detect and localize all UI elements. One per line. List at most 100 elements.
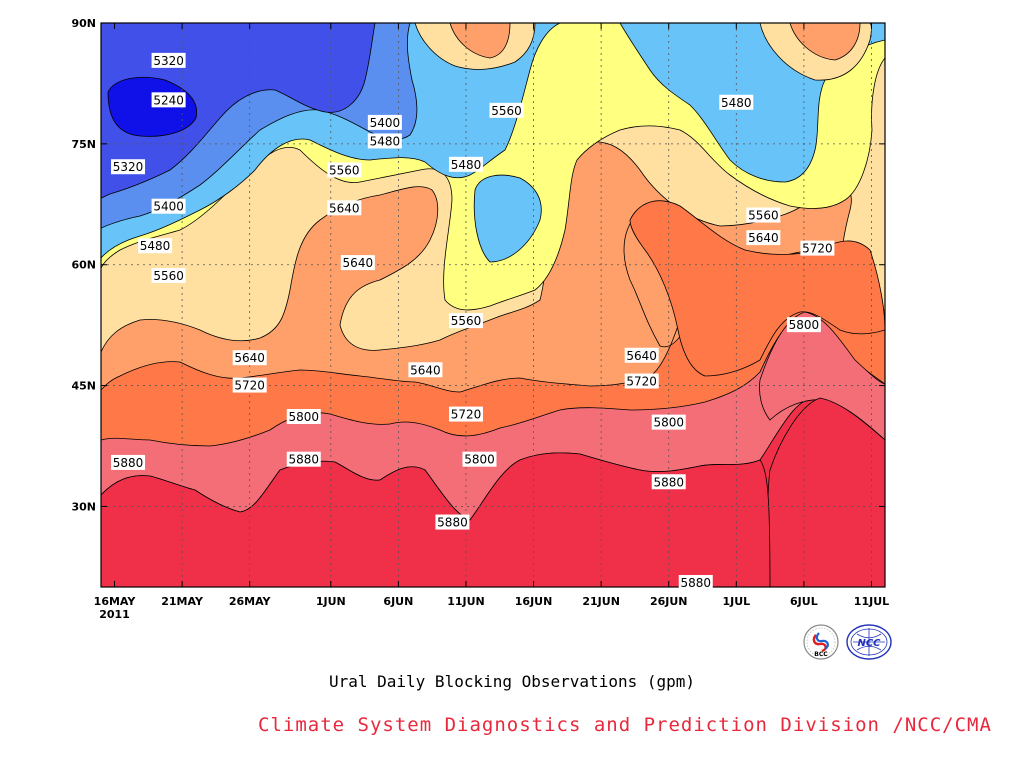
contour-label-5640: 5640: [746, 230, 781, 246]
contour-label-text: 5560: [748, 209, 779, 223]
x-tick-label: 26JUN: [650, 595, 688, 608]
contour-label-text: 5880: [680, 576, 711, 590]
contour-label-5720: 5720: [448, 406, 483, 422]
contour-label-text: 5400: [370, 116, 401, 130]
fill-band-5400-5480-island: [473, 174, 542, 263]
contour-label-5720: 5720: [232, 377, 267, 393]
x-tick-label: 1JUL: [722, 595, 750, 608]
contour-label-box: [678, 574, 713, 590]
contour-label-5560: 5560: [489, 102, 524, 118]
contour-labels: 5320 5240 5320 5400 5480 5560 5640 5720 5800 5880…: [111, 52, 835, 590]
contour-label-text: 5240: [153, 93, 184, 107]
contour-label-text: 5560: [491, 104, 522, 118]
contour-label-box: [367, 133, 402, 149]
contour-label-5640: 5640: [232, 350, 267, 366]
contour-label-text: 5880: [113, 456, 144, 470]
y-tick-label: 90N: [71, 17, 96, 30]
contour-label-box: [327, 200, 362, 216]
contour-label-5720: 5720: [800, 240, 835, 256]
contour-label-box: [786, 317, 821, 333]
contour-label-text: 5480: [451, 158, 482, 172]
contour-label-5400: 5400: [151, 198, 186, 214]
contour-label-text: 5640: [748, 231, 779, 245]
contour-label-box: [746, 207, 781, 223]
x-tick-label: 26MAY: [229, 595, 272, 608]
y-axis: 30N 45N 60N 75N 90N: [71, 17, 885, 513]
contour-label-5320: 5320: [111, 159, 146, 175]
contour-label-box: [232, 350, 267, 366]
contour-label-text: 5480: [721, 96, 752, 110]
contour-label-text: 5880: [288, 453, 319, 467]
contour-label-box: [448, 313, 483, 329]
contour-label-box: [111, 159, 146, 175]
contour-label-text: 5320: [113, 160, 144, 174]
contour-label-text: 5480: [140, 239, 171, 253]
contour-label-text: 5640: [343, 256, 374, 270]
x-tick-label: 21JUN: [582, 595, 620, 608]
contour-label-5480: 5480: [719, 94, 754, 110]
contour-label-5640: 5640: [327, 200, 362, 216]
contour-label-5880: 5880: [678, 574, 713, 590]
contour-label-text: 5640: [410, 363, 441, 377]
contour-label-box: [286, 408, 321, 424]
ncc-logo-text: NCC: [857, 638, 881, 649]
contour-label-text: 5800: [653, 416, 684, 430]
contour-label-text: 5800: [288, 410, 319, 424]
contour-label-text: 5800: [464, 453, 495, 467]
x-year-label: 2011: [99, 608, 130, 621]
y-tick-label: 60N: [71, 259, 96, 272]
contour-label-box: [138, 238, 173, 254]
x-tick-label: 6JUL: [790, 595, 818, 608]
contour-label-text: 5640: [626, 349, 657, 363]
contour-label-5880: 5880: [435, 514, 470, 530]
contour-label-5800: 5800: [462, 451, 497, 467]
chart-title: Ural Daily Blocking Observations (gpm): [328, 672, 696, 691]
contour-label-5640: 5640: [408, 362, 443, 378]
contour-label-box: [232, 377, 267, 393]
contour-label-box: [151, 52, 186, 68]
contour-label-box: [408, 362, 443, 378]
contour-label-5800: 5800: [786, 317, 821, 333]
contour-label-text: 5640: [329, 201, 360, 215]
plot-frame: [100, 22, 886, 588]
contour-label-5560: 5560: [448, 313, 483, 329]
fill-band-5640-top-middle: [449, 23, 511, 59]
x-axis: 16MAY 21MAY 26MAY 1JUN 6JUN 11JUN 16JUN 21JUN 26…: [94, 23, 889, 621]
contour-label-box: [367, 114, 402, 130]
x-tick-label: 16JUN: [515, 595, 553, 608]
contour-label-5400: 5400: [367, 114, 402, 130]
contour-label-5640: 5640: [624, 347, 659, 363]
y-tick-label: 75N: [71, 138, 96, 151]
contour-label-box: [489, 102, 524, 118]
contour-label-box: [286, 451, 321, 467]
contour-label-5640: 5640: [340, 255, 375, 271]
contour-label-5880: 5880: [111, 454, 146, 470]
contour-label-5240: 5240: [151, 92, 186, 108]
contour-label-box: [746, 230, 781, 246]
contour-label-5720: 5720: [624, 373, 659, 389]
x-tick-label: 11JUL: [854, 595, 889, 608]
contour-label-5800: 5800: [286, 408, 321, 424]
grid: [101, 23, 885, 587]
contour-label-text: 5480: [370, 134, 401, 148]
contour-label-5560: 5560: [327, 162, 362, 178]
contour-label-5560: 5560: [151, 267, 186, 283]
x-tick-label: 1JUN: [316, 595, 346, 608]
contour-label-box: [651, 474, 686, 490]
contour-label-5320: 5320: [151, 52, 186, 68]
ncc-logo: NCC: [846, 624, 892, 660]
fill-band-5640-top-right: [789, 23, 861, 61]
fill-band-5720-right-bulge: [629, 200, 885, 377]
contour-label-text: 5800: [789, 318, 820, 332]
contour-label-box: [651, 414, 686, 430]
contour-label-box: [151, 267, 186, 283]
contour-label-5800: 5800: [651, 414, 686, 430]
contour-label-5480: 5480: [367, 133, 402, 149]
contour-label-box: [435, 514, 470, 530]
contour-label-5880: 5880: [651, 474, 686, 490]
contour-label-text: 5560: [329, 163, 360, 177]
plot-area: [101, 23, 885, 587]
x-tick-label: 6JUN: [383, 595, 413, 608]
contour-label-box: [462, 451, 497, 467]
